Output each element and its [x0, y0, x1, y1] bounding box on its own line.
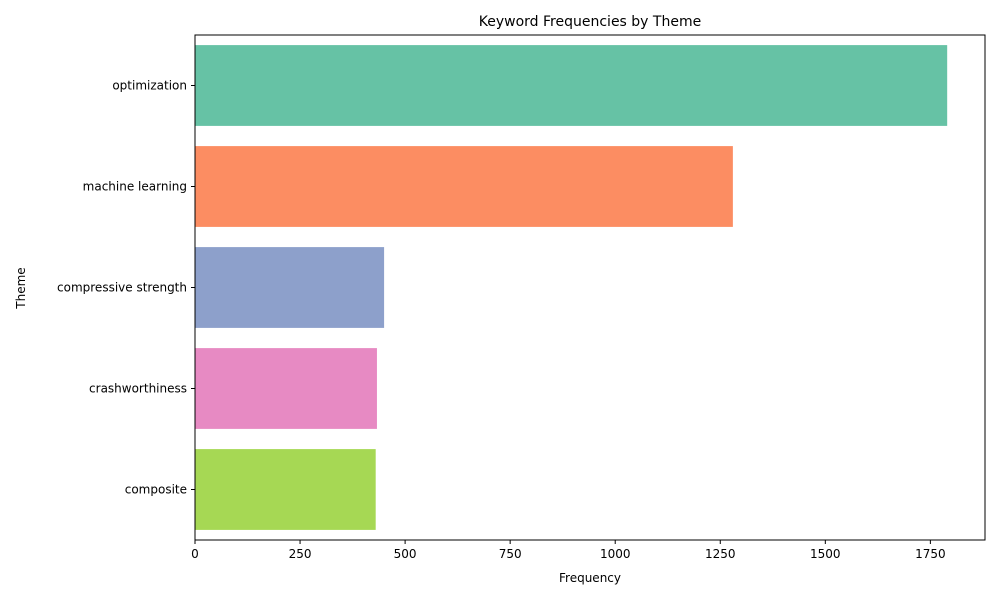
- x-tick-label: 750: [499, 547, 522, 561]
- bar-machine-learning: [195, 146, 733, 227]
- x-axis-ticks: 0 250 500 750 1000 1250 1500 1750: [191, 540, 946, 561]
- y-axis-ticks: optimization machine learning compressive …: [57, 79, 195, 497]
- x-tick-label: 1000: [600, 547, 631, 561]
- x-tick-label: 1250: [705, 547, 736, 561]
- x-tick-label: 500: [394, 547, 417, 561]
- y-tick-label: optimization: [112, 79, 187, 93]
- y-tick-label: machine learning: [83, 180, 187, 194]
- chart-title: Keyword Frequencies by Theme: [479, 14, 701, 30]
- x-tick-label: 1750: [915, 547, 946, 561]
- x-tick-label: 250: [289, 547, 312, 561]
- y-axis-label: Theme: [14, 267, 28, 309]
- y-tick-label: composite: [125, 483, 187, 497]
- plot-frame: [194, 34, 986, 541]
- bar-optimization: [195, 45, 948, 126]
- y-tick-label: compressive strength: [57, 281, 187, 295]
- y-tick-label: crashworthiness: [89, 382, 187, 396]
- x-tick-label: 1500: [810, 547, 841, 561]
- x-tick-label: 0: [191, 547, 199, 561]
- bars-group: [195, 45, 948, 530]
- bar-crashworthiness: [195, 348, 377, 429]
- x-axis-label: Frequency: [559, 571, 621, 585]
- bar-compressive-strength: [195, 247, 385, 328]
- bar-composite: [195, 449, 376, 530]
